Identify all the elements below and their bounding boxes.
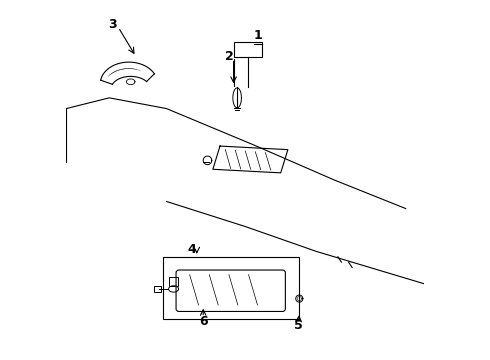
Text: 2: 2 <box>224 50 233 63</box>
Text: 4: 4 <box>188 243 196 256</box>
Bar <box>163 257 298 319</box>
Text: 1: 1 <box>253 29 262 42</box>
Text: 5: 5 <box>294 319 303 332</box>
Text: 6: 6 <box>199 315 208 328</box>
Bar <box>169 277 178 286</box>
Bar <box>234 42 262 57</box>
Text: 3: 3 <box>108 18 117 31</box>
Bar <box>154 286 161 292</box>
